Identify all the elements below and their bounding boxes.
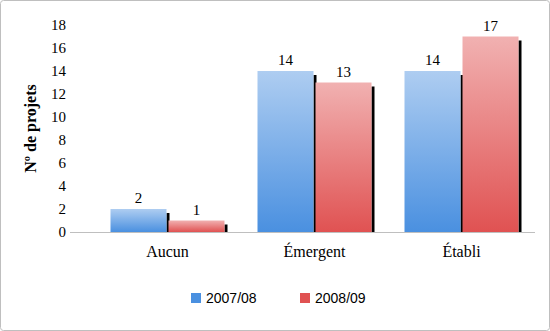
legend: 2007/08 2008/09	[191, 290, 366, 306]
y-tick-label: 4	[59, 178, 67, 194]
chart-svg: 0 2 4 6 8 10 12 14 16 18 Nº de projets 2 14 14 1 13 17 Au…	[0, 0, 550, 331]
legend-label: 2007/08	[206, 290, 257, 306]
y-tick-label: 16	[51, 40, 67, 56]
bar	[169, 221, 225, 233]
y-tick-label: 2	[59, 201, 67, 217]
y-tick	[90, 71, 94, 72]
x-tick-label: Émergent	[284, 242, 346, 261]
bar	[463, 37, 519, 233]
bar-shadow	[225, 225, 228, 233]
x-tick-label: Aucun	[146, 243, 189, 260]
y-tick-label: 14	[51, 63, 67, 79]
data-labels: 2 14 14 1 13 17	[135, 18, 499, 218]
chart-frame	[1, 1, 550, 331]
x-axis-line	[70, 232, 535, 233]
data-label: 1	[193, 202, 201, 218]
y-tick	[90, 186, 94, 187]
data-label: 14	[278, 52, 294, 68]
x-tick-label: Établi	[442, 242, 481, 260]
bar	[258, 71, 314, 232]
bars	[111, 37, 522, 233]
bar-shadow	[372, 87, 375, 233]
y-tick	[90, 48, 94, 49]
legend-swatch	[300, 293, 310, 303]
legend-swatch	[191, 293, 201, 303]
y-tick-label: 12	[51, 86, 66, 102]
y-tick-label: 6	[59, 155, 67, 171]
bar	[405, 71, 461, 232]
y-tick	[90, 209, 94, 210]
bar	[111, 209, 167, 232]
y-tick-label: 8	[59, 132, 67, 148]
data-label: 14	[425, 52, 441, 68]
y-tick-label: 18	[51, 17, 66, 33]
y-tick	[90, 117, 94, 118]
y-axis: 0 2 4 6 8 10 12 14 16 18	[51, 17, 94, 240]
data-label: 13	[336, 64, 351, 80]
bar	[316, 83, 372, 233]
y-tick-label: 0	[59, 224, 67, 240]
y-axis-label: Nº de projets	[22, 84, 40, 173]
legend-label: 2008/09	[315, 290, 366, 306]
data-label: 17	[483, 18, 499, 34]
x-axis: Aucun Émergent Établi	[146, 242, 481, 261]
y-tick	[90, 94, 94, 95]
y-tick	[90, 25, 94, 26]
bar-shadow	[519, 41, 522, 233]
y-tick-label: 10	[51, 109, 66, 125]
y-tick	[90, 163, 94, 164]
y-tick	[90, 140, 94, 141]
chart-container: 0 2 4 6 8 10 12 14 16 18 Nº de projets 2 14 14 1 13 17 Au…	[0, 0, 550, 331]
data-label: 2	[135, 190, 143, 206]
